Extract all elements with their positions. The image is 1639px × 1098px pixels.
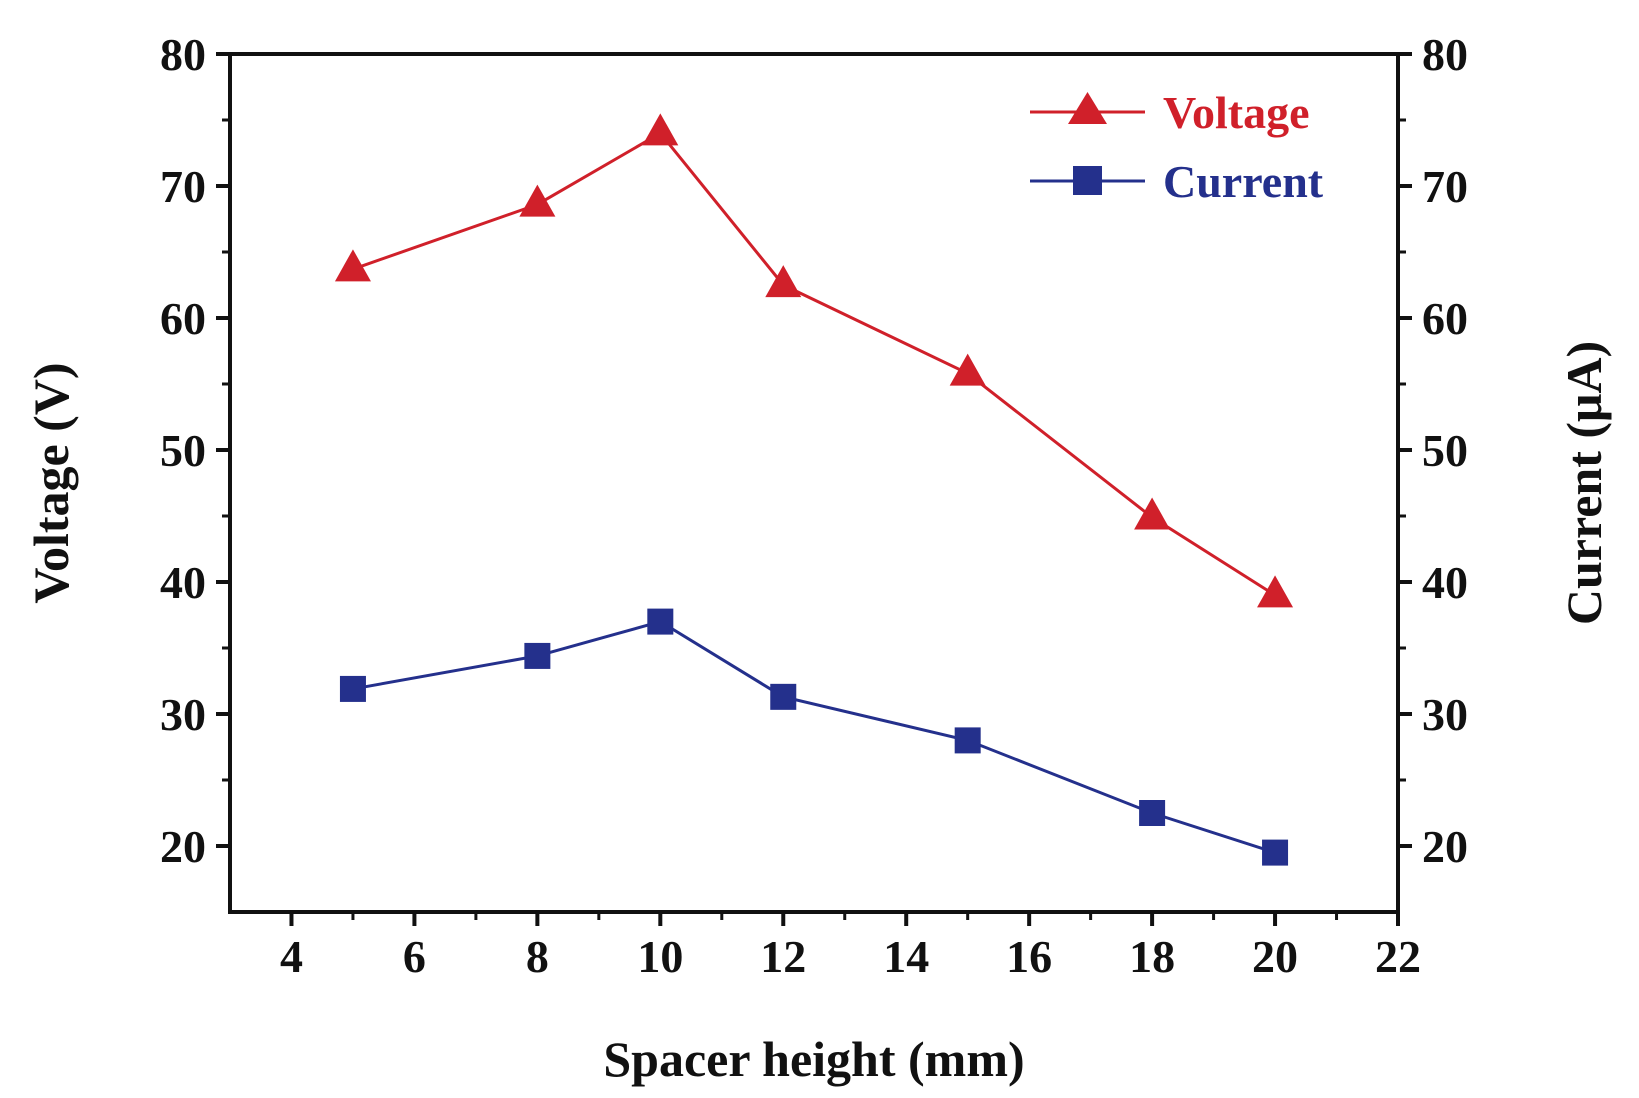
y-tick-label: 50 [160, 425, 206, 476]
x-tick-label: 6 [403, 931, 426, 982]
current-point [1262, 839, 1289, 866]
x-tick-label: 10 [637, 931, 683, 982]
y-tick-label: 70 [160, 161, 206, 212]
y2-tick-label: 80 [1422, 29, 1468, 80]
y2-tick-label: 20 [1422, 821, 1468, 872]
y2-axis-title: Current (μA) [1556, 341, 1612, 625]
x-tick-label: 8 [526, 931, 549, 982]
x-tick-label: 14 [883, 931, 929, 982]
y-tick-label: 20 [160, 821, 206, 872]
current-point [647, 608, 674, 635]
legend: Voltage Current [1030, 87, 1324, 207]
series-layer [334, 113, 1294, 866]
current-point [339, 675, 366, 702]
voltage-point [765, 265, 802, 298]
voltage-point [642, 113, 679, 146]
voltage-point [334, 249, 371, 282]
x-tick-label: 12 [760, 931, 806, 982]
voltage-point [519, 184, 556, 217]
current-series-line [352, 619, 1276, 855]
y2-tick-label: 70 [1422, 161, 1468, 212]
current-point [524, 642, 551, 669]
y2-tick-label: 60 [1422, 293, 1468, 344]
y-tick-label: 30 [160, 689, 206, 740]
legend-voltage-triangle-icon [1068, 92, 1107, 124]
current-point [954, 727, 981, 754]
plot-frame [228, 52, 1400, 914]
ticks-layer: 4 6 8 10 12 14 16 18 20 22 20 30 40 50 60 70 80 20 30 40 50 6… [160, 29, 1468, 982]
voltage-point [1257, 575, 1294, 608]
legend-current-label: Current [1163, 156, 1324, 207]
y2-tick-label: 40 [1422, 557, 1468, 608]
y2-tick-label: 50 [1422, 425, 1468, 476]
x-tick-label: 16 [1006, 931, 1052, 982]
current-point [1139, 800, 1166, 826]
voltage-point [949, 353, 986, 386]
x-tick-label: 20 [1252, 931, 1298, 982]
current-point [770, 683, 797, 710]
y-tick-label: 60 [160, 293, 206, 344]
x-tick-label: 4 [280, 931, 303, 982]
x-tick-label: 22 [1375, 931, 1421, 982]
legend-voltage-label: Voltage [1163, 87, 1310, 138]
y2-tick-label: 30 [1422, 689, 1468, 740]
y-tick-label: 40 [160, 557, 206, 608]
legend-current-square-icon [1073, 166, 1102, 195]
voltage-point [1134, 497, 1171, 530]
x-tick-label: 18 [1129, 931, 1175, 982]
y-axis-title: Voltage (V) [23, 362, 79, 603]
y-tick-label: 80 [160, 29, 206, 80]
x-axis-title: Spacer height (mm) [603, 1031, 1024, 1087]
